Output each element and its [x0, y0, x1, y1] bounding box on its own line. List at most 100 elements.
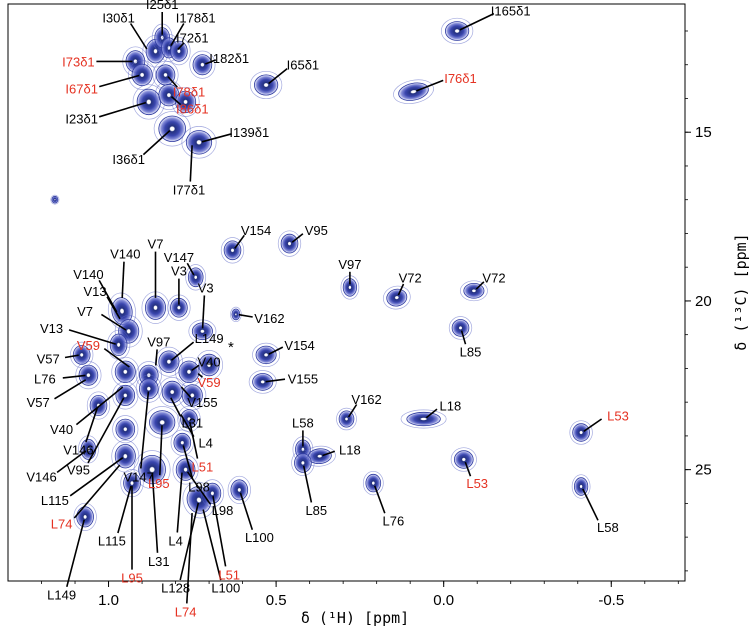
peak [200, 479, 225, 508]
peak [154, 346, 183, 377]
leader-line [189, 145, 193, 182]
peak-label: I23δ1 [65, 112, 98, 127]
leader-line [87, 397, 125, 464]
peak [112, 381, 139, 410]
leader-line [201, 133, 232, 143]
y-axis-ticks: 15 20 25 [685, 30, 712, 572]
peak-label: I30δ1 [102, 11, 135, 26]
peak-label: I76δ1 [444, 71, 477, 86]
peak [450, 447, 477, 472]
peak-label: V59 [198, 375, 221, 390]
peak-contour [459, 280, 488, 302]
leader-line [212, 496, 227, 567]
peak-body [51, 195, 59, 204]
peak-label: I139δ1 [229, 125, 269, 140]
leader-line [302, 465, 313, 503]
peak-label: L18 [440, 399, 462, 414]
x-tick-label: 0.0 [433, 592, 454, 609]
peak [70, 341, 94, 369]
peak-label: I36δ1 [112, 152, 145, 167]
leader-line [182, 445, 194, 480]
peak-label: I78δ1 [173, 85, 206, 100]
peak-label: I86δ1 [176, 102, 209, 117]
leader-line [176, 472, 183, 533]
peak-contour [291, 449, 315, 477]
peak-label: V146 [63, 442, 93, 457]
leader-line [106, 296, 121, 320]
peak-label: L128 [161, 581, 190, 596]
leader-line [186, 513, 193, 604]
peak-label: I77δ1 [173, 183, 206, 198]
peak-body [76, 506, 94, 528]
peak-contour [185, 264, 207, 291]
peak-contour [248, 370, 277, 394]
peaks-layer [50, 17, 593, 531]
peak-label: L4 [168, 534, 182, 549]
peak-label: V154 [284, 338, 314, 353]
peak-body [192, 54, 213, 76]
peak [336, 407, 357, 431]
peak-label: L95 [121, 571, 143, 586]
peak-contour [362, 470, 384, 496]
peak-contour [252, 342, 281, 368]
peak-body [115, 418, 136, 440]
leader-line [265, 378, 286, 383]
peak [249, 70, 283, 100]
leader-line [425, 408, 438, 419]
peak [569, 420, 593, 445]
peak-label: I182δ1 [209, 51, 249, 66]
peak-body [386, 288, 408, 307]
peak-label: V7 [77, 304, 93, 319]
peak-contour [177, 405, 201, 433]
peak-label: L74 [51, 517, 73, 532]
peak-body [170, 40, 188, 62]
peak-body [453, 450, 474, 469]
peak-body [280, 233, 299, 254]
peak-contour [167, 37, 191, 66]
leader-line [322, 450, 336, 457]
peak-label: V97 [147, 334, 170, 349]
peak [248, 370, 277, 394]
peak-label: L98 [188, 480, 210, 495]
peak-label: L74 [175, 604, 197, 619]
peak-body [185, 130, 213, 155]
peak-contour [400, 409, 447, 429]
peak-body [175, 90, 197, 114]
leader-line [475, 281, 485, 290]
peak-contour [440, 17, 474, 45]
peak-label: V7 [148, 237, 164, 252]
peak-label: L4 [198, 436, 212, 451]
y-tick-label: 20 [695, 293, 712, 310]
peak-contour [181, 126, 217, 159]
peak [171, 86, 200, 117]
peak [448, 316, 473, 340]
leader-line [170, 23, 185, 47]
leader-line [268, 67, 288, 85]
asterisk-marker: * [228, 339, 234, 356]
peak-contour [171, 86, 200, 117]
peak [167, 37, 191, 66]
peak-label: L85 [305, 503, 327, 518]
peak-label: L51 [192, 459, 214, 474]
peak-label: L149 [195, 331, 224, 346]
leader-line [121, 261, 125, 298]
peak [75, 361, 102, 390]
leader-line [416, 79, 444, 92]
peak-label: I67δ1 [65, 81, 98, 96]
leader-line [202, 509, 222, 581]
peak-label: L76 [383, 513, 405, 528]
peak-label: I72δ1 [176, 31, 209, 46]
leader-line [186, 262, 195, 276]
peak [50, 194, 60, 205]
x-tick-label: 0.5 [266, 592, 287, 609]
peak-label: L31 [181, 415, 203, 430]
leader-line [56, 450, 87, 474]
peak-contour [393, 79, 434, 104]
peak-body [365, 473, 382, 493]
peak-contour [227, 475, 251, 504]
peak-body [181, 384, 203, 407]
peak-contour [249, 70, 283, 100]
peak-body [254, 74, 279, 96]
peak-contour [195, 350, 224, 380]
peak [170, 429, 194, 456]
